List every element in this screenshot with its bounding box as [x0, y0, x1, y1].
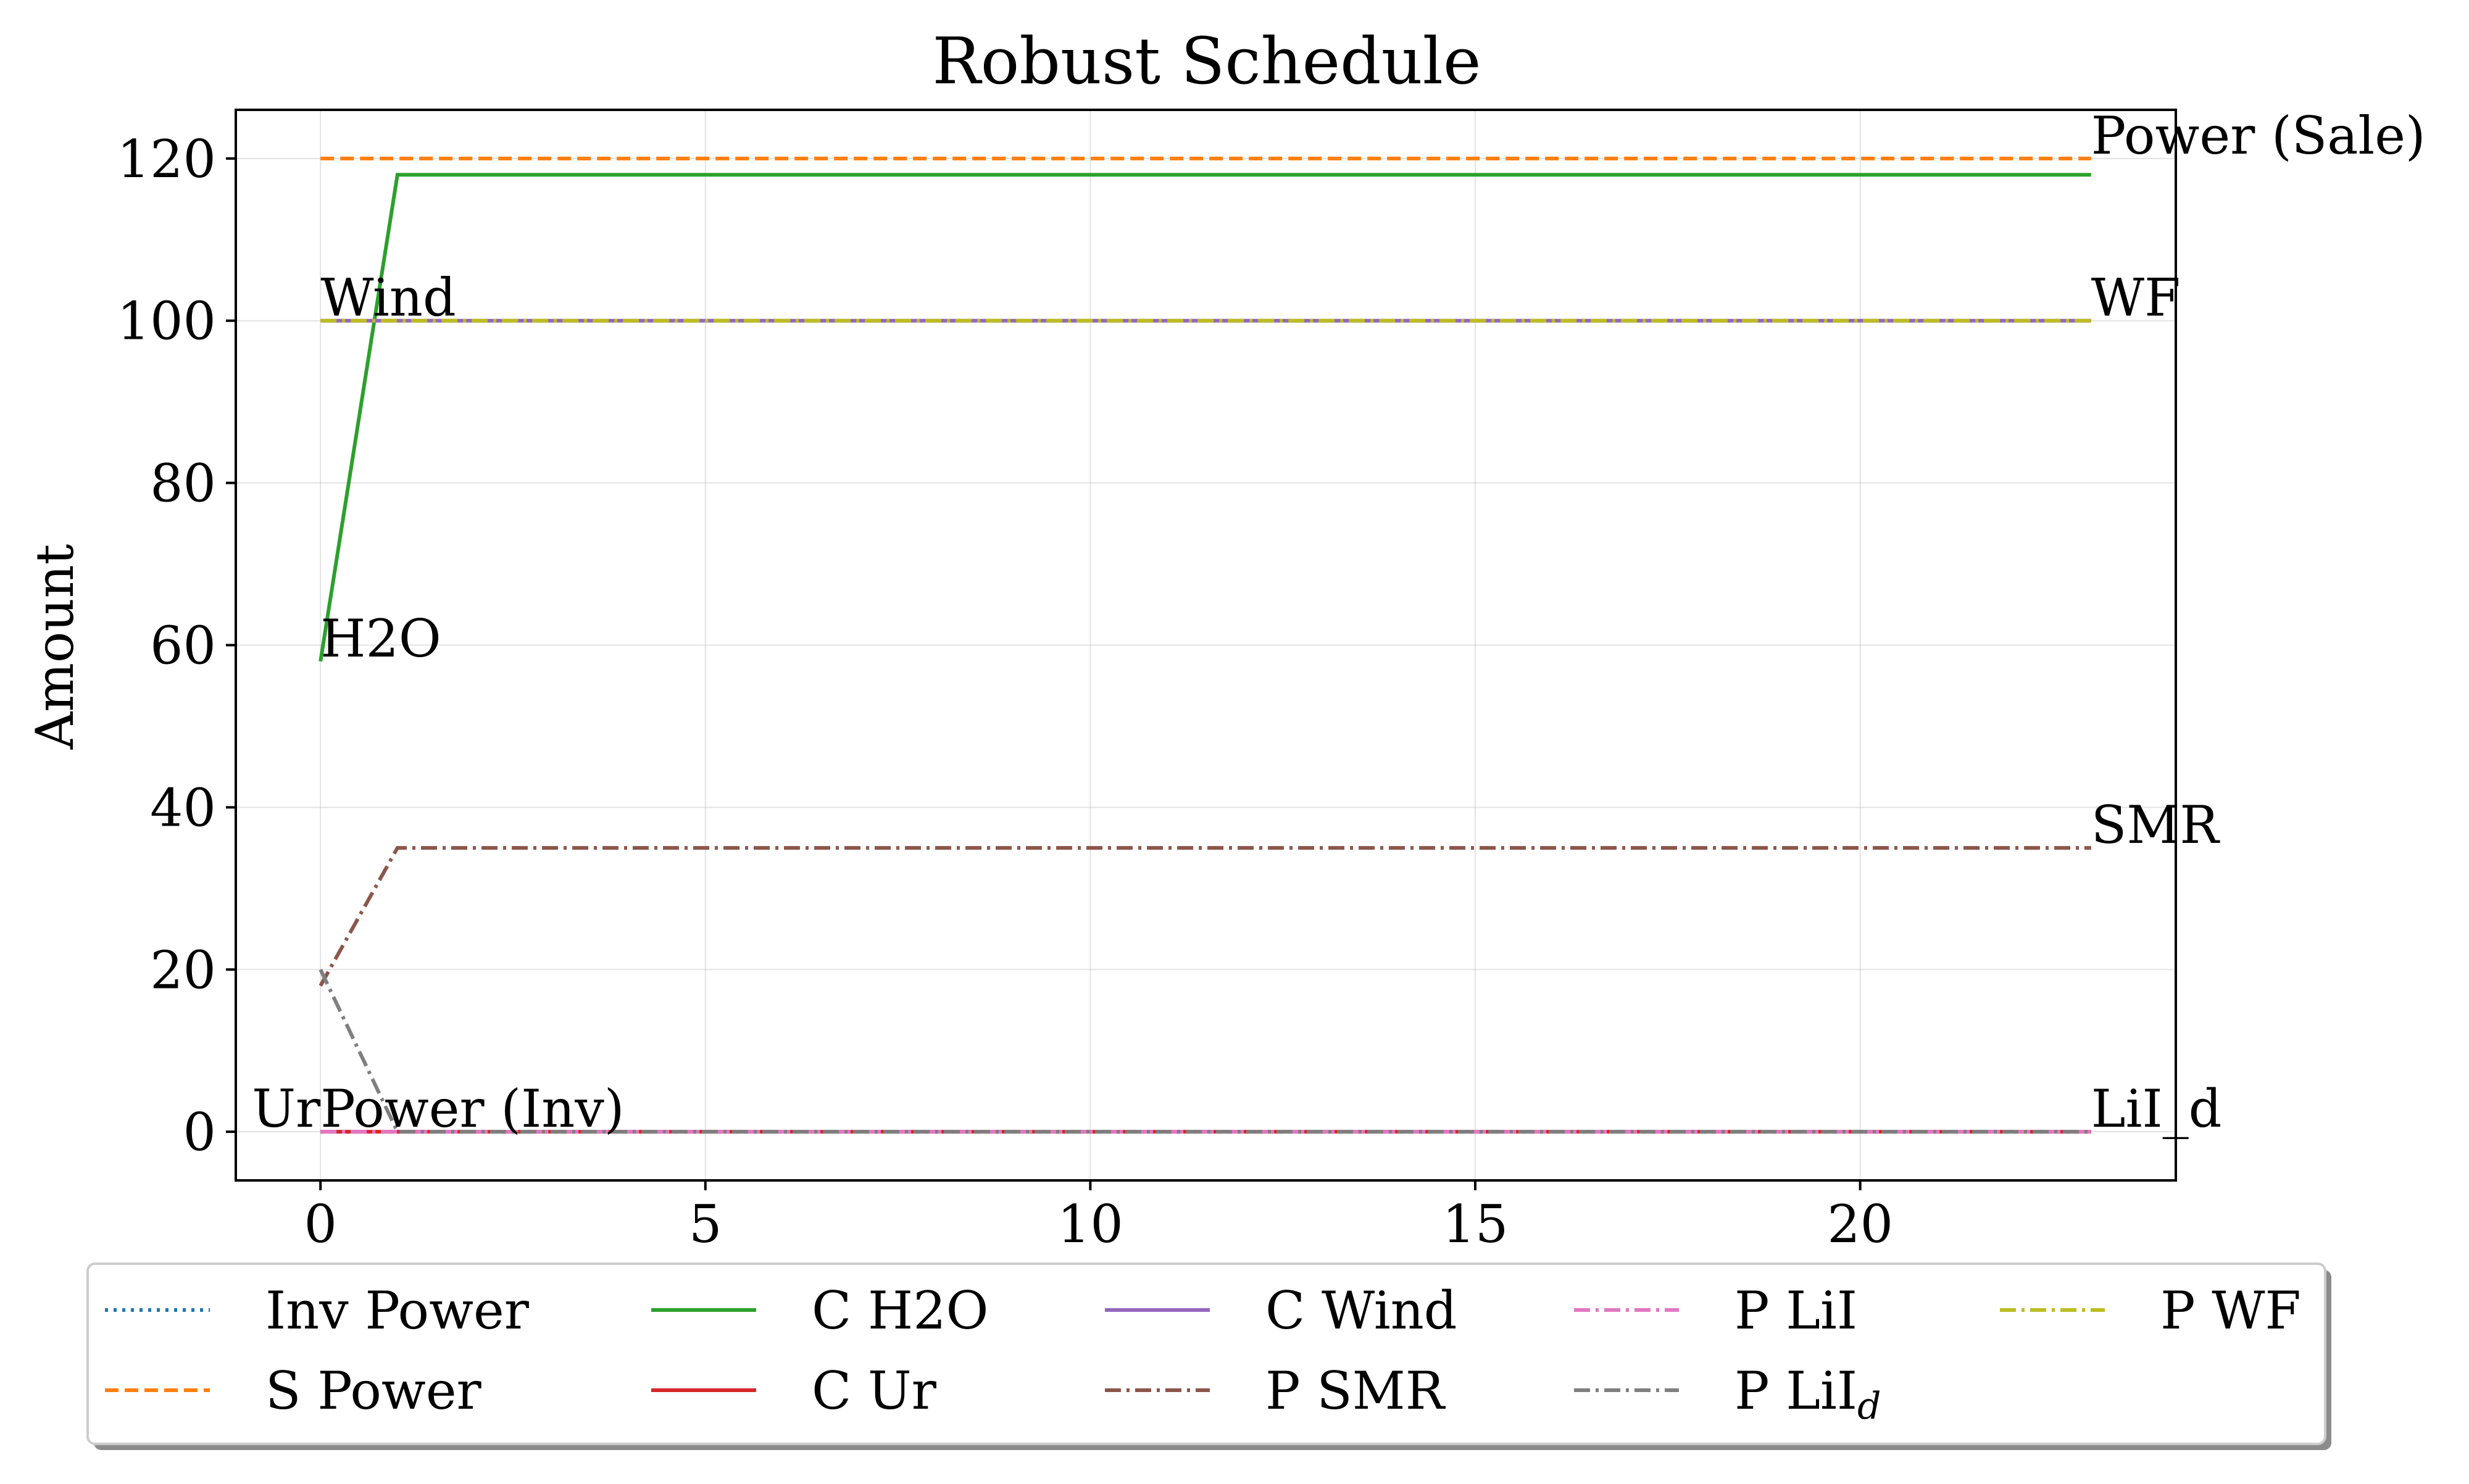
- legend-items: Inv Power S Power C H2O C Ur C Wind P SMR P Li…: [105, 1280, 2301, 1428]
- x-tick-label: 10: [1057, 1194, 1123, 1254]
- legend-box: [86, 1262, 2326, 1445]
- legend-label-subscript: d: [1857, 1385, 1881, 1428]
- y-tick-label: 80: [150, 454, 216, 514]
- line-annotation: Power (Inv): [320, 1079, 624, 1139]
- line-annotation: Ur: [252, 1079, 321, 1139]
- y-tick-label: 20: [150, 940, 216, 1000]
- line-annotation: WF: [2091, 268, 2181, 328]
- legend-label: C Wind: [1265, 1280, 1457, 1341]
- x-tick-label: 0: [304, 1194, 336, 1254]
- y-tick-label: 40: [150, 777, 216, 838]
- y-tick-label: 60: [150, 616, 216, 676]
- line-annotation: LiI_d: [2091, 1079, 2222, 1139]
- y-tick-label: 120: [117, 129, 216, 189]
- series-line: [319, 846, 2091, 987]
- series-line: [319, 173, 2091, 662]
- chart-title: Robust Schedule: [932, 23, 1481, 99]
- legend-label: S Power: [265, 1361, 482, 1421]
- axis-ticks: 0 5 10 15 20 0 20 40 60 80 100 120: [117, 129, 1893, 1254]
- legend-label: C H2O: [812, 1280, 989, 1341]
- x-tick-label: 20: [1827, 1194, 1893, 1254]
- line-annotation: H2O: [320, 608, 441, 669]
- y-tick-label: 100: [117, 291, 216, 352]
- x-tick-label: 5: [689, 1194, 722, 1254]
- line-annotation: Wind: [320, 268, 456, 328]
- x-tick-label: 15: [1443, 1194, 1509, 1254]
- legend-label: Inv Power: [265, 1280, 530, 1341]
- series-lines: [319, 156, 2091, 1134]
- legend-label: P SMR: [1265, 1361, 1446, 1421]
- line-annotation: Power (Sale): [2091, 106, 2426, 166]
- line-annotations: Power (Sale) WF SMR LiI_d Wind H2O Power (Inv)…: [252, 106, 2425, 1139]
- y-axis-label: Amount: [25, 544, 85, 750]
- legend-label: C Ur: [812, 1361, 937, 1421]
- line-annotation: SMR: [2091, 795, 2221, 855]
- legend-label: P LiI: [1734, 1280, 1857, 1341]
- y-tick-label: 0: [183, 1102, 216, 1163]
- legend-label: P LiId: [1734, 1361, 1881, 1428]
- legend-label: P WF: [2160, 1280, 2301, 1341]
- series-line: [319, 969, 2091, 1134]
- legend: Inv Power S Power C H2O C Ur C Wind P SMR P Li…: [86, 1262, 2331, 1450]
